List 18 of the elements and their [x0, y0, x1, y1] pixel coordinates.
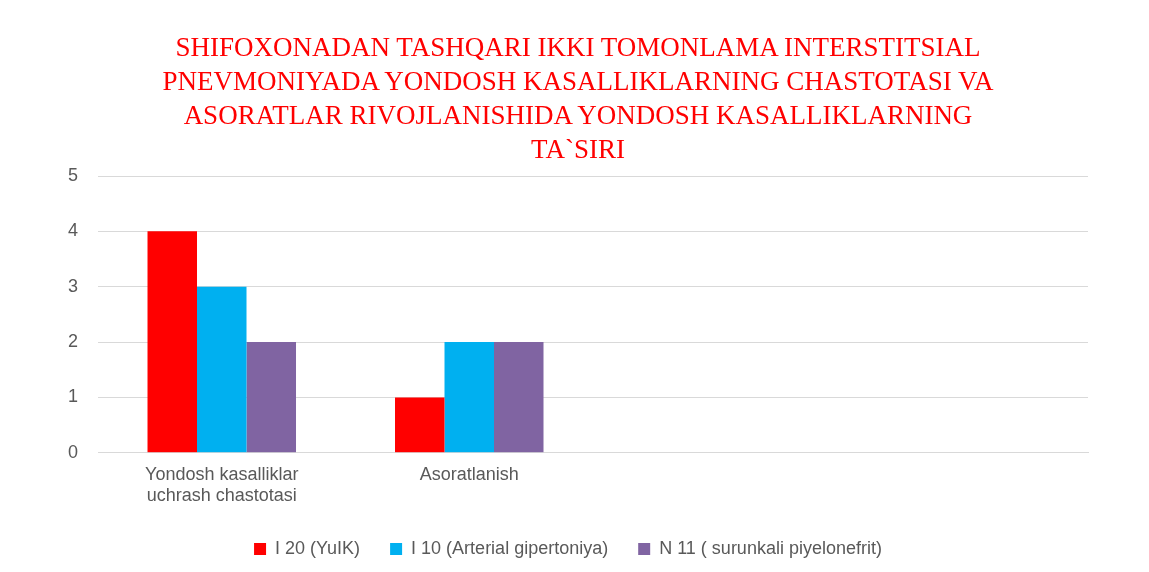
bar — [246, 342, 297, 453]
legend-label: I 10 (Arterial gipertoniya) — [411, 537, 609, 558]
x-tick-label: Yondosh kasalliklar uchrash chastotasi — [145, 463, 299, 506]
y-tick-label: 5 — [68, 164, 79, 185]
bar — [444, 342, 495, 453]
x-tick-label: Asoratlanish — [419, 463, 519, 484]
bar — [395, 397, 445, 453]
y-tick-label: 4 — [68, 220, 79, 241]
y-tick-label: 2 — [68, 331, 79, 352]
bar — [147, 231, 198, 453]
legend-label: N 11 ( surunkali piyelonefrit) — [659, 537, 882, 558]
y-tick-label: 0 — [68, 441, 79, 462]
bar — [494, 342, 544, 453]
bar — [197, 286, 247, 453]
y-tick-label: 1 — [68, 386, 79, 407]
y-tick-label: 3 — [68, 275, 79, 296]
legend-label: I 20 (YuIK) — [275, 537, 361, 558]
chart-title: SHIFOXONADAN TASHQARI IKKI TOMONLAMA INTERSTITSIAL PNEVMONIYADA YONDOSH KASALLIKLARNING CHASTOTASI VA ASORATLAR RIVOJLANISHIDA YONDOSH KASALLIKLARNING TA`SIRI — [161, 31, 995, 166]
